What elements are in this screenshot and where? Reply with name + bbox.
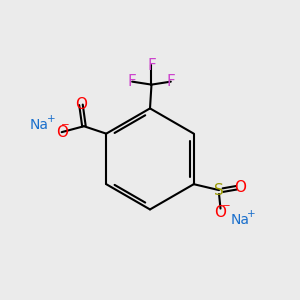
Text: Na: Na [230,213,249,227]
Text: −: − [61,120,70,130]
Text: S: S [214,183,224,198]
Text: F: F [167,74,175,89]
Text: +: + [47,114,56,124]
Text: O: O [214,205,226,220]
Text: +: + [248,209,256,220]
Text: F: F [128,74,136,89]
Text: O: O [56,125,68,140]
Text: F: F [147,58,156,73]
Text: O: O [234,180,246,195]
Text: −: − [221,201,230,211]
Text: O: O [75,97,87,112]
Text: Na: Na [30,118,49,132]
